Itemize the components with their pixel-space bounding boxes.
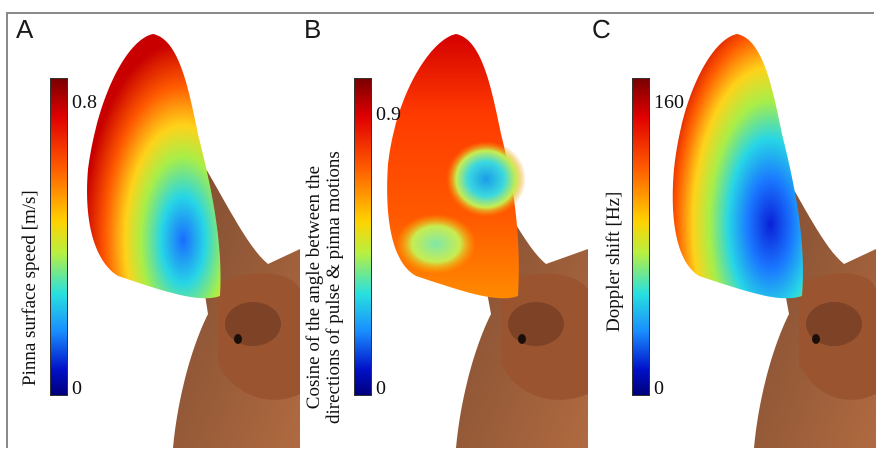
colorbar [50, 78, 68, 396]
panel-c: C 160 0 Doppler shift [Hz] [584, 14, 876, 448]
colorbar-label: Pinna surface speed [m/s] [19, 190, 40, 386]
panel-letter: B [304, 14, 322, 44]
panel-letter: C [592, 14, 611, 44]
colorbar-label: Doppler shift [Hz] [603, 191, 624, 332]
colorbar-min-label: 0 [654, 377, 664, 399]
panel-b: B 0.9 0 Cosine of the angle between the … [296, 14, 588, 448]
pinna-heatmap-cosine [387, 34, 588, 448]
colorbar-min-label: 0 [376, 377, 386, 399]
colorbar-max-label: 0.8 [72, 91, 97, 113]
pinna-heatmap-doppler [672, 34, 876, 448]
colorbar [632, 78, 650, 396]
panel-a: A 0.8 0 Pinna surface speed [m/s] [8, 14, 300, 448]
colorbar-max-label: 0.9 [376, 103, 401, 125]
colorbar [354, 78, 372, 396]
colorbar-max-label: 160 [654, 91, 684, 113]
colorbar-label: Cosine of the angle between the directio… [303, 151, 344, 424]
pinna-heatmap-speed [87, 34, 300, 448]
colorbar-min-label: 0 [72, 377, 82, 399]
panel-letter: A [16, 14, 34, 44]
figure-frame [6, 12, 874, 448]
